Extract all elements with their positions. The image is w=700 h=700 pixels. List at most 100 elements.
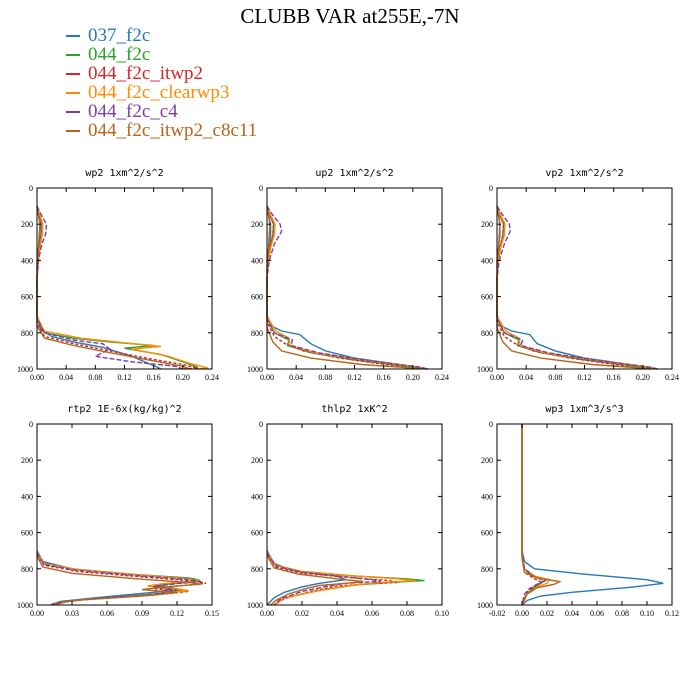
- legend-swatch: [66, 72, 80, 75]
- series-line: [521, 424, 544, 606]
- legend-swatch: [66, 110, 80, 113]
- y-tick-label: 1000: [247, 365, 263, 374]
- panel-title: wp2 1xm^2/s^2: [85, 168, 163, 179]
- series-line: [266, 205, 428, 370]
- y-tick-label: 600: [481, 293, 493, 302]
- x-tick-label: 0.09: [135, 609, 149, 618]
- plot-frame: [496, 423, 673, 606]
- legend-label: 044_f2c_itwp2: [88, 63, 204, 84]
- y-tick-label: 400: [21, 492, 33, 501]
- y-tick-label: 200: [251, 220, 263, 229]
- y-tick-label: 1000: [477, 365, 493, 374]
- y-tick-label: 400: [481, 256, 493, 265]
- x-tick-label: 0.08: [615, 609, 629, 618]
- x-tick-label: 0.20: [406, 373, 420, 382]
- x-tick-label: 0.12: [665, 609, 679, 618]
- x-tick-label: 0.10: [640, 609, 654, 618]
- series-line: [266, 205, 413, 370]
- x-tick-label: 0.15: [205, 609, 219, 618]
- series-line: [36, 205, 209, 370]
- y-tick-label: 600: [21, 529, 33, 538]
- y-tick-label: 1000: [17, 601, 33, 610]
- y-tick-label: 600: [481, 529, 493, 538]
- plot-frame: [266, 187, 443, 370]
- x-tick-label: -0.02: [489, 609, 506, 618]
- series-line: [496, 205, 658, 370]
- series-line: [266, 553, 381, 606]
- y-tick-label: 200: [21, 220, 33, 229]
- y-tick-label: 0: [489, 420, 493, 429]
- series-line: [36, 205, 198, 370]
- panel-title: up2 1xm^2/s^2: [315, 168, 393, 179]
- x-tick-label: 0.16: [377, 373, 391, 382]
- chart-panel: up2 1xm^2/s^2 0.00 0.04 0.08 0.12 0.16 0.20 0.2…: [247, 168, 449, 382]
- legend-item: 044_f2c: [66, 45, 257, 64]
- series-line: [266, 554, 364, 606]
- y-tick-label: 800: [251, 565, 263, 574]
- x-tick-label: 0.00: [515, 609, 529, 618]
- chart-panel: thlp2 1xK^2 0.00 0.02 0.04 0.06 0.08 0.10 0 200 4…: [247, 404, 449, 618]
- chart-panel: rtp2 1E-6x(kg/kg)^2 0.00 0.03 0.06 0.09 0.12 0…: [17, 404, 219, 618]
- legend-item: 037_f2c: [66, 26, 257, 45]
- plot-frame: [36, 423, 213, 606]
- legend-item: 044_f2c_c4: [66, 102, 257, 121]
- x-tick-label: 0.06: [590, 609, 604, 618]
- legend-label: 044_f2c_c4: [88, 101, 178, 122]
- series-line: [36, 205, 199, 369]
- panel-title: rtp2 1E-6x(kg/kg)^2: [67, 404, 181, 415]
- x-tick-label: 0.08: [548, 373, 562, 382]
- y-tick-label: 800: [21, 329, 33, 338]
- plot-frame: [496, 187, 673, 370]
- x-tick-label: 0.02: [540, 609, 554, 618]
- x-tick-label: 0.16: [147, 373, 161, 382]
- y-tick-label: 800: [481, 329, 493, 338]
- y-tick-label: 1000: [477, 601, 493, 610]
- x-tick-label: 0.24: [205, 373, 219, 382]
- y-tick-label: 800: [481, 565, 493, 574]
- x-tick-label: 0.00: [490, 373, 504, 382]
- chart-panel: vp2 1xm^2/s^2 0.00 0.04 0.08 0.12 0.16 0.20 0.2…: [477, 168, 679, 382]
- legend-item: 044_f2c_clearwp3: [66, 83, 257, 102]
- chart-panel: wp2 1xm^2/s^2 0.00 0.04 0.08 0.12 0.16 0.20 0.2…: [17, 168, 219, 382]
- legend-swatch: [66, 53, 80, 56]
- y-tick-label: 0: [29, 420, 33, 429]
- series-line: [266, 552, 416, 606]
- x-tick-label: 0.16: [607, 373, 621, 382]
- y-tick-label: 400: [251, 256, 263, 265]
- series-line: [36, 553, 201, 606]
- legend: 037_f2c 044_f2c 044_f2c_itwp2 044_f2c_cl…: [66, 26, 257, 140]
- x-tick-label: 0.04: [289, 373, 303, 382]
- y-tick-label: 600: [251, 293, 263, 302]
- x-tick-label: 0.08: [318, 373, 332, 382]
- series-line: [36, 555, 201, 606]
- legend-swatch: [66, 129, 80, 132]
- y-tick-label: 0: [29, 184, 33, 193]
- panel-title: vp2 1xm^2/s^2: [545, 168, 623, 179]
- legend-label: 044_f2c_clearwp3: [88, 82, 230, 103]
- plot-frame: [266, 423, 443, 606]
- x-tick-label: 0.00: [30, 373, 44, 382]
- panel-title: thlp2 1xK^2: [321, 404, 387, 415]
- legend-swatch: [66, 91, 80, 94]
- series-line: [496, 205, 643, 370]
- x-tick-label: 0.00: [30, 609, 44, 618]
- y-tick-label: 200: [251, 456, 263, 465]
- legend-label: 037_f2c: [88, 25, 151, 46]
- x-tick-label: 0.08: [88, 373, 102, 382]
- legend-item: 044_f2c_itwp2_c8c11: [66, 121, 257, 140]
- x-tick-label: 0.24: [435, 373, 449, 382]
- series-line: [36, 205, 191, 370]
- y-tick-label: 400: [481, 492, 493, 501]
- y-tick-label: 1000: [247, 601, 263, 610]
- x-tick-label: 0.12: [170, 609, 184, 618]
- legend-swatch: [66, 34, 80, 37]
- y-tick-label: 400: [251, 492, 263, 501]
- y-tick-label: 0: [259, 184, 263, 193]
- legend-item: 044_f2c_itwp2: [66, 64, 257, 83]
- x-tick-label: 0.06: [100, 609, 114, 618]
- x-tick-label: 0.06: [365, 609, 379, 618]
- x-tick-label: 0.24: [665, 373, 679, 382]
- figure-title: CLUBB VAR at255E,-7N: [240, 4, 460, 28]
- x-tick-label: 0.04: [519, 373, 533, 382]
